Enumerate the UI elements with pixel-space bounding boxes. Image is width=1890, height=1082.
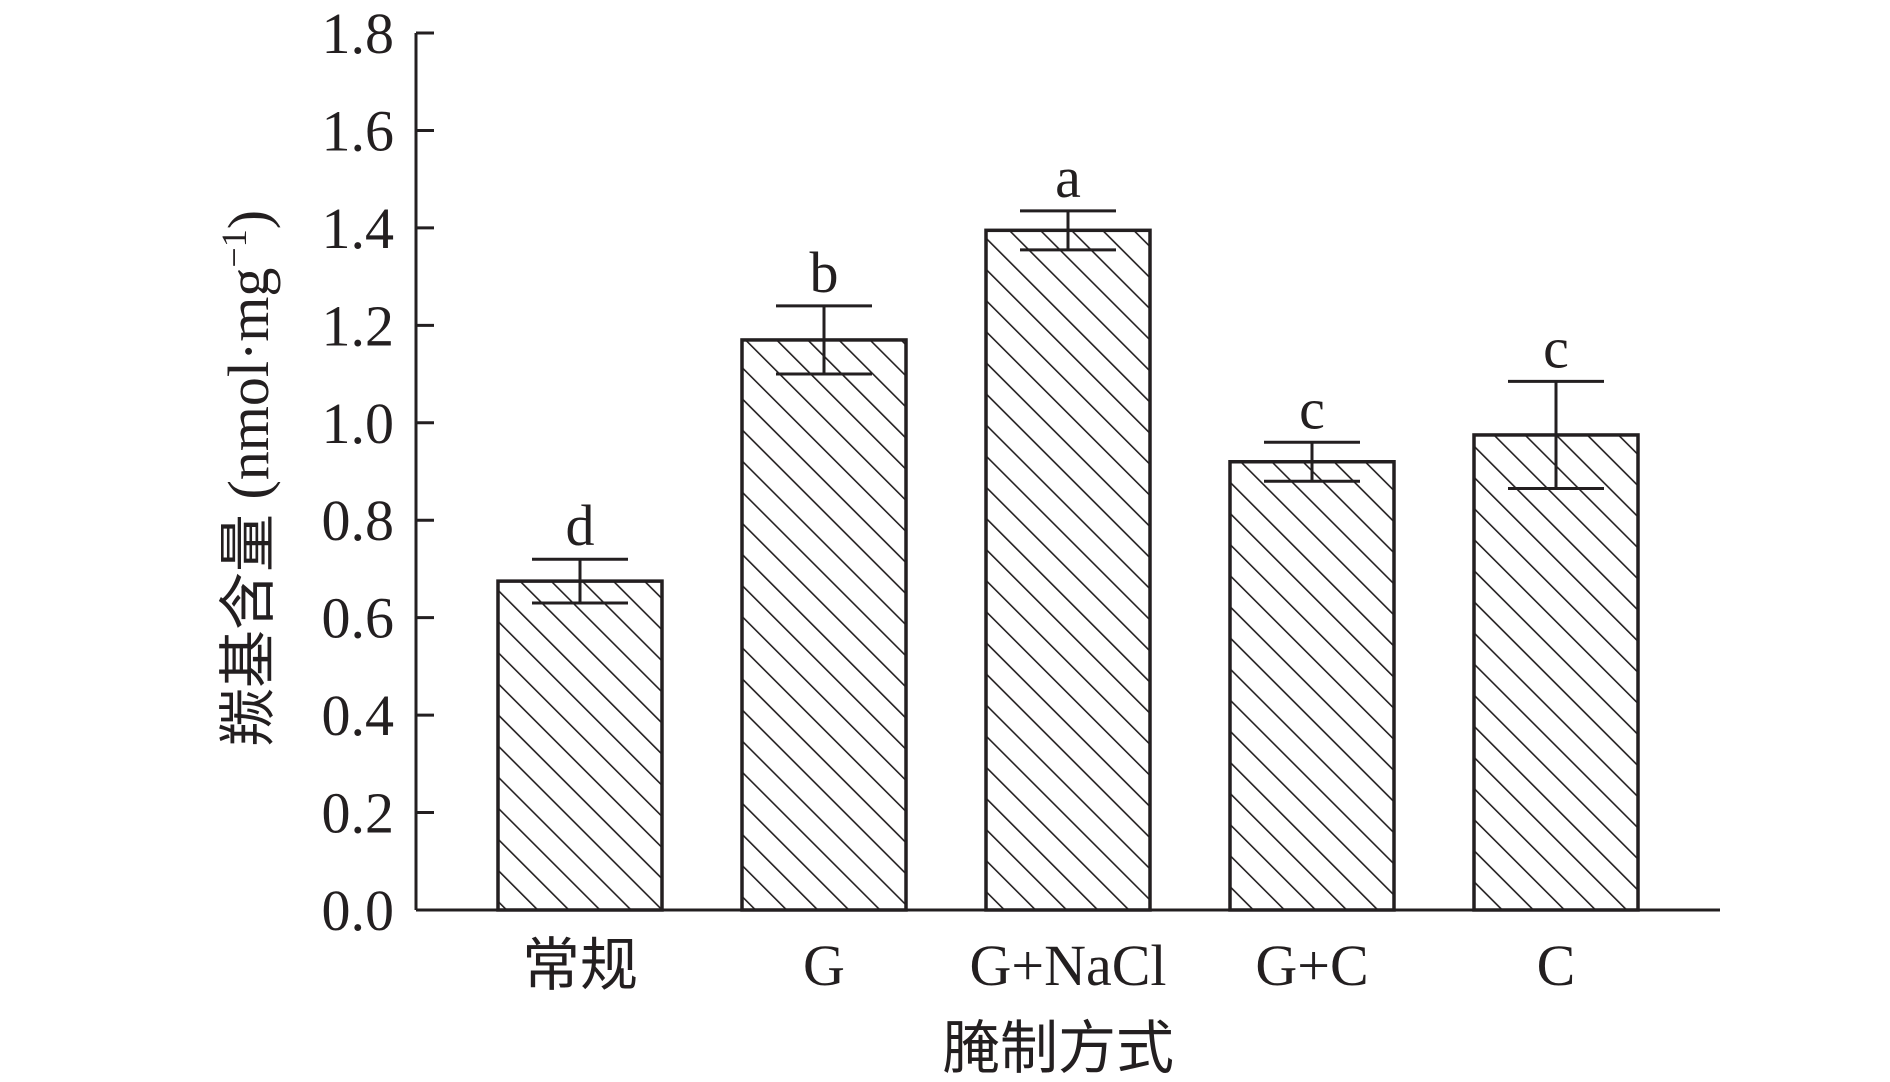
significance-label: c (1299, 376, 1325, 441)
y-tick-label: 0.8 (322, 488, 395, 553)
x-tick-label: G (803, 933, 845, 998)
y-tick-label: 1.0 (322, 391, 395, 456)
y-tick-label: 1.8 (322, 1, 395, 66)
bar (1228, 460, 1396, 912)
labels: 0.0 0.2 0.4 0.6 0.8 1.0 1.2 1.4 1.6 1.8 d 常规 b Ga G+Na… (322, 1, 1576, 998)
y-tick-label: 1.6 (322, 98, 395, 163)
y-axis-title-main: 羰基含量 (nmol·mg (216, 268, 281, 746)
bar (740, 338, 908, 912)
y-tick-label: 1.4 (322, 196, 395, 261)
significance-label: b (810, 240, 839, 305)
y-axis-title: 羰基含量 (nmol·mg−1) (214, 210, 281, 746)
bar (984, 228, 1152, 912)
y-tick-label: 1.2 (322, 293, 395, 358)
bars (496, 209, 1640, 912)
y-axis-title-close: ) (216, 210, 281, 229)
x-tick-label: C (1537, 933, 1576, 998)
x-tick-label: G+C (1255, 933, 1368, 998)
significance-label: a (1055, 145, 1081, 210)
y-tick-label: 0.0 (322, 878, 395, 943)
x-axis-title: 腌制方式 (942, 1016, 1174, 1081)
significance-label: c (1543, 315, 1569, 380)
x-tick-label: G+NaCl (969, 933, 1166, 998)
y-tick-label: 0.6 (322, 586, 395, 651)
y-tick-label: 0.2 (322, 781, 395, 846)
y-tick-label: 0.4 (322, 683, 395, 748)
significance-label: d (566, 493, 595, 558)
bar (1472, 433, 1640, 912)
y-axis-title-superscript: −1 (214, 229, 254, 267)
bar (496, 579, 664, 912)
x-tick-label: 常规 (522, 933, 638, 998)
